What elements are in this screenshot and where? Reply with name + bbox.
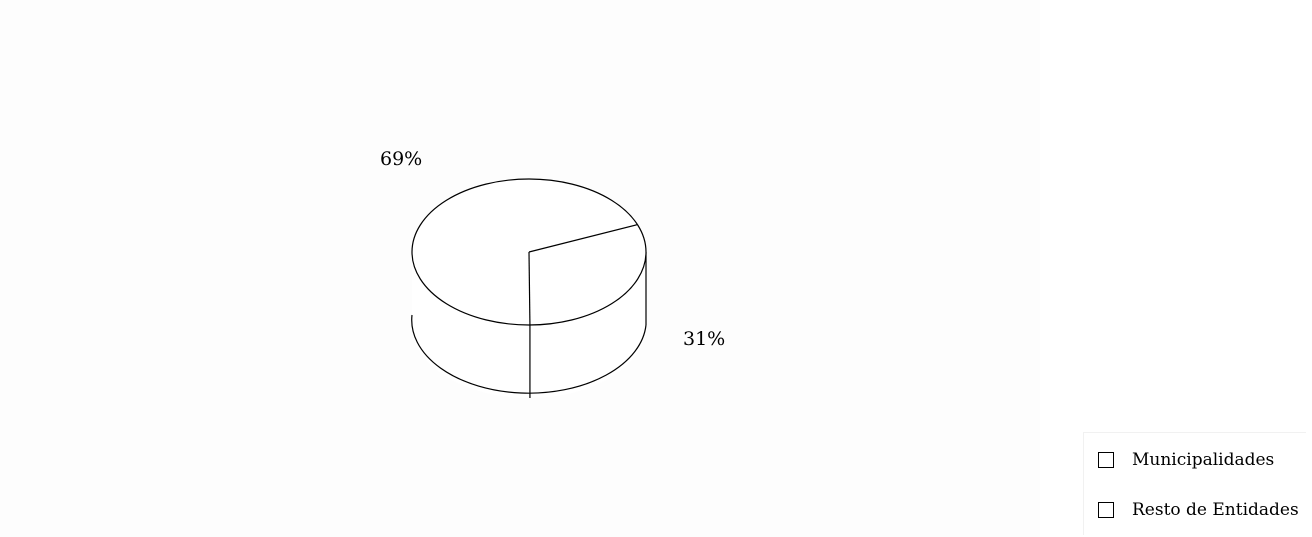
legend-item-resto-de-entidades: Resto de Entidades bbox=[1098, 499, 1299, 521]
legend-item-municipalidades: Municipalidades bbox=[1098, 449, 1274, 471]
data-label-municipalidades: 69% bbox=[380, 148, 423, 170]
data-label-resto-de-entidades: 31% bbox=[683, 328, 726, 350]
chart-area: 31% 69% bbox=[380, 148, 726, 398]
legend: Municipalidades Resto de Entidades bbox=[1083, 432, 1306, 535]
pie-chart bbox=[411, 178, 647, 398]
slice-edge-resto-de-entidades-start bbox=[528, 224, 638, 253]
legend-swatch-municipalidades bbox=[1098, 452, 1114, 468]
legend-swatch-resto-de-entidades bbox=[1098, 502, 1114, 518]
legend-label-resto-de-entidades: Resto de Entidades bbox=[1132, 500, 1299, 520]
slice-edge-resto-de-entidades-end bbox=[528, 251, 531, 326]
pie-bottom-arc bbox=[411, 314, 647, 394]
legend-label-municipalidades: Municipalidades bbox=[1132, 450, 1275, 470]
